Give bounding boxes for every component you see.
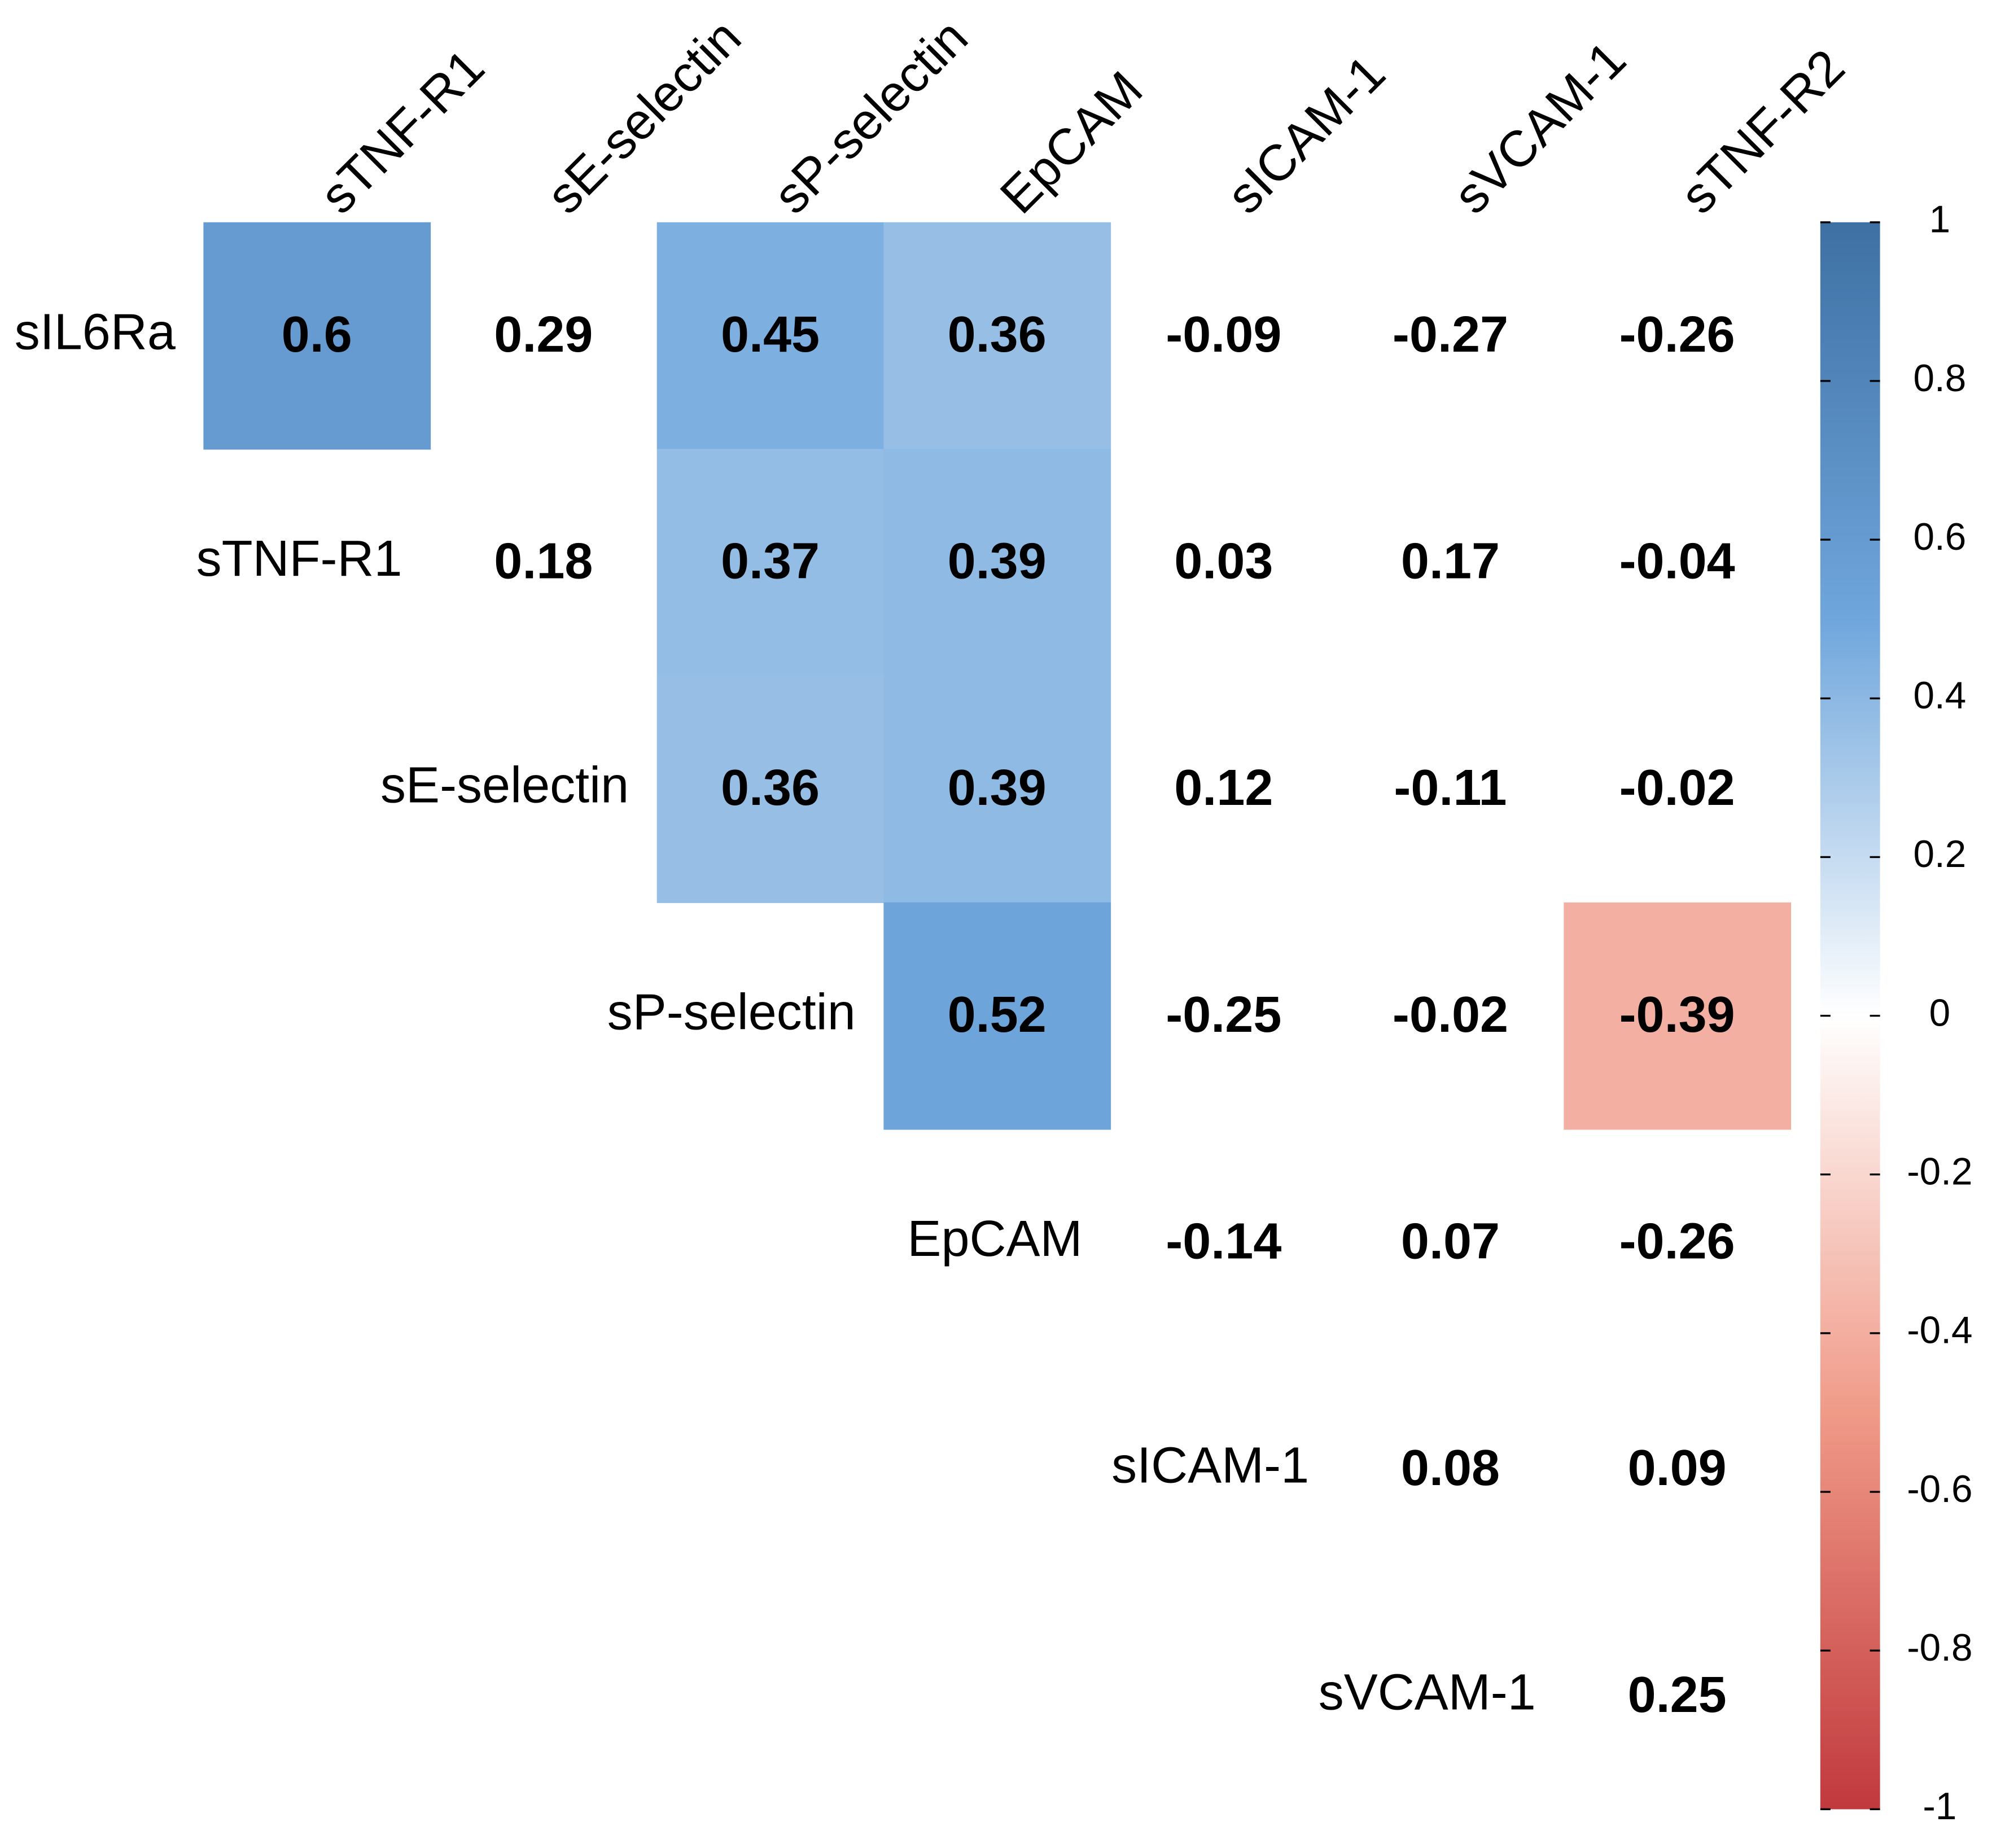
colorbar-tick-label: 0.4 <box>1913 675 1966 717</box>
colorbar-tick-label: 0.8 <box>1913 357 1966 400</box>
colorbar-tick-label: -0.6 <box>1907 1468 1972 1510</box>
row-label: sICAM-1 <box>1111 1438 1309 1494</box>
column-label: EpCAM <box>990 61 1153 225</box>
cell-value: 0.39 <box>948 533 1047 590</box>
cell-value: 0.08 <box>1401 1440 1500 1496</box>
cell-value: -0.25 <box>1166 987 1281 1043</box>
cell-value: -0.26 <box>1619 306 1735 363</box>
cell-value: 0.18 <box>494 533 593 590</box>
cell-value: 0.45 <box>721 306 820 363</box>
cell <box>656 676 885 903</box>
cell-value: -0.09 <box>1166 306 1281 363</box>
column-label: sVCAM-1 <box>1443 31 1637 225</box>
cell <box>656 449 885 677</box>
cell-value: 0.17 <box>1401 533 1500 590</box>
cell-value: -0.14 <box>1166 1214 1281 1270</box>
cell-value: 0.09 <box>1628 1440 1727 1496</box>
colorbar-tick-label: -0.4 <box>1907 1310 1972 1352</box>
row-label: sP-selectin <box>607 984 856 1040</box>
cell <box>883 222 1111 450</box>
column-label: sP-selectin <box>763 9 979 225</box>
cell-value: 0.52 <box>948 987 1047 1043</box>
cell-value: -0.11 <box>1394 760 1507 816</box>
cell <box>203 222 431 450</box>
row-label: sE-selectin <box>380 757 629 814</box>
row-label: sTNF-R1 <box>196 531 402 587</box>
column-label: sE-selectin <box>536 9 752 225</box>
cell <box>1564 902 1792 1130</box>
colorbar-tick-label: -1 <box>1923 1785 1956 1828</box>
cell-value: 0.37 <box>721 533 820 590</box>
cell-value: 0.12 <box>1174 760 1273 816</box>
cell-value: -0.27 <box>1393 306 1508 363</box>
row-label: EpCAM <box>907 1211 1082 1267</box>
cell-value: -0.02 <box>1619 760 1735 816</box>
colorbar-tick-label: -0.8 <box>1907 1627 1972 1669</box>
row-label: sIL6Ra <box>15 304 176 360</box>
column-label: sTNF-R1 <box>309 39 495 225</box>
colorbar-tick-label: -0.2 <box>1907 1151 1972 1193</box>
colorbar-tick-label: 1 <box>1929 199 1951 241</box>
row-label: sVCAM-1 <box>1319 1664 1536 1720</box>
colorbar-tick-label: 0.6 <box>1913 516 1966 558</box>
column-label: sICAM-1 <box>1216 45 1396 225</box>
colorbar-tick-label: 0 <box>1929 992 1951 1034</box>
column-label: sTNF-R2 <box>1670 39 1855 225</box>
cell-value: -0.26 <box>1619 1214 1735 1270</box>
cell-value: 0.36 <box>721 760 820 816</box>
cell-value: 0.29 <box>494 306 593 363</box>
cell-value: -0.39 <box>1619 987 1735 1043</box>
cell-value: 0.03 <box>1174 533 1273 590</box>
cell <box>656 222 885 450</box>
cell-value: 0.25 <box>1628 1667 1727 1723</box>
cell-value: 0.36 <box>948 306 1047 363</box>
cell <box>883 902 1111 1130</box>
cell-value: 0.07 <box>1401 1214 1500 1270</box>
cell <box>883 449 1111 677</box>
cell-value: -0.02 <box>1393 987 1508 1043</box>
colorbar-tick-label: 0.2 <box>1913 833 1966 875</box>
cell-value: 0.39 <box>948 760 1047 816</box>
cell-value: -0.04 <box>1619 533 1735 590</box>
cell-value: 0.6 <box>282 306 352 363</box>
cell <box>883 676 1111 903</box>
